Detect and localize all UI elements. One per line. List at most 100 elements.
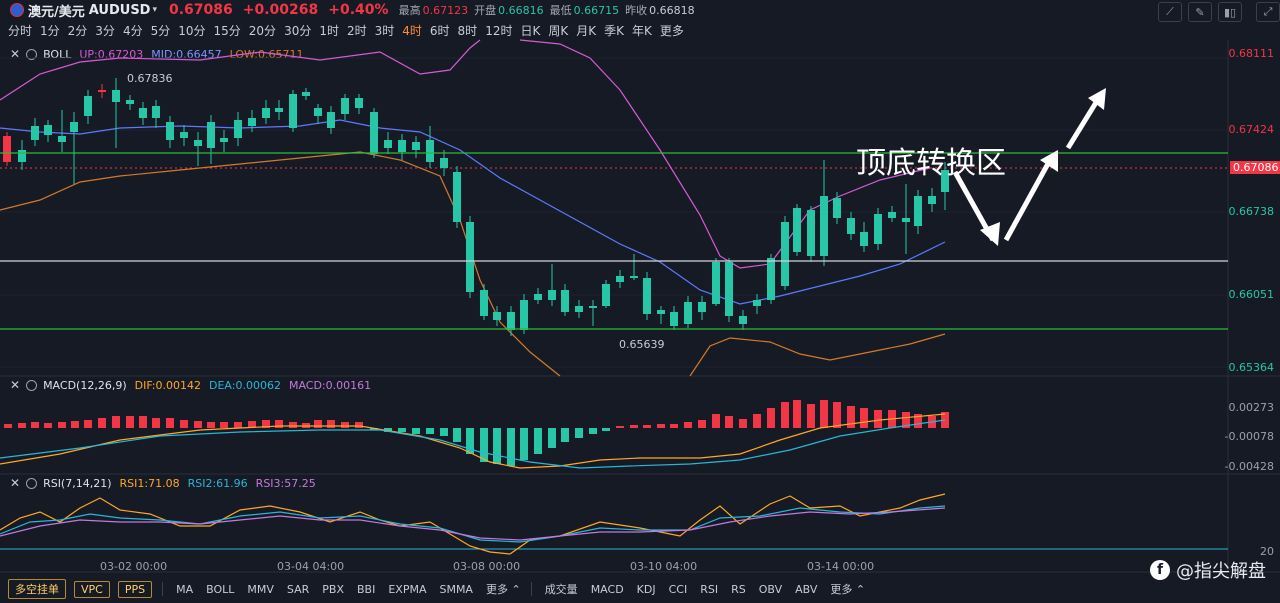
- symbol-code[interactable]: AUDUSD: [88, 2, 151, 18]
- macd-bar: [207, 422, 215, 428]
- candle-body: [480, 290, 488, 316]
- period-1[interactable]: 1分: [40, 23, 60, 38]
- period-15[interactable]: 8时: [457, 23, 478, 38]
- macd-bar: [234, 422, 242, 428]
- period-7[interactable]: 15分: [213, 23, 241, 38]
- period-22[interactable]: 更多: [659, 23, 684, 38]
- macd-bar: [712, 414, 720, 428]
- boll-name: BOLL: [43, 47, 72, 61]
- main-indicator-4[interactable]: PBX: [322, 582, 344, 596]
- main-indicator-6[interactable]: EXPMA: [388, 582, 427, 596]
- period-2[interactable]: 2分: [67, 23, 88, 38]
- period-6[interactable]: 10分: [178, 23, 206, 38]
- candle-body: [3, 136, 11, 162]
- rsi3: RSI3:57.25: [255, 476, 316, 490]
- period-21[interactable]: 年K: [631, 23, 652, 38]
- main-indicator-8[interactable]: 更多 ⌃: [485, 583, 521, 596]
- boll-settings-icon[interactable]: [26, 48, 38, 60]
- bottom-button-1[interactable]: VPC: [74, 580, 110, 598]
- period-4[interactable]: 4分: [122, 23, 143, 38]
- period-0[interactable]: 分时: [8, 23, 33, 38]
- main-indicator-7[interactable]: SMMA: [439, 582, 473, 596]
- macd-bar: [602, 428, 610, 431]
- open-label: 开盘: [474, 4, 497, 17]
- bottom-button-0[interactable]: 多空挂单: [8, 579, 66, 599]
- sub-indicator-7[interactable]: ABV: [795, 582, 818, 596]
- candle-body: [575, 306, 583, 312]
- macd-bar: [670, 424, 678, 428]
- period-5[interactable]: 5分: [150, 23, 171, 38]
- bottom-button-2[interactable]: PPS: [117, 580, 153, 598]
- macd-bar: [166, 418, 174, 428]
- macd-bar: [440, 428, 448, 436]
- period-9[interactable]: 30分: [284, 23, 312, 38]
- macd-bar: [180, 420, 188, 428]
- time-axis-label: 03-10 04:00: [630, 560, 698, 573]
- candle-body: [248, 118, 256, 126]
- candle-body: [657, 310, 665, 314]
- sub-indicator-1[interactable]: MACD: [590, 582, 624, 596]
- period-3[interactable]: 3分: [95, 23, 115, 38]
- candle-body: [327, 112, 335, 128]
- boll-lower-line-2: [689, 333, 946, 377]
- period-13[interactable]: 4时: [402, 23, 422, 38]
- sub-indicator-4[interactable]: RSI: [700, 582, 719, 596]
- period-19[interactable]: 月K: [576, 23, 597, 38]
- main-indicator-1[interactable]: BOLL: [206, 582, 235, 596]
- symbol-dropdown-icon[interactable]: ▾: [152, 5, 157, 15]
- candle-body: [453, 172, 461, 222]
- macd-bar: [630, 425, 638, 428]
- period-11[interactable]: 2时: [346, 23, 367, 38]
- macd-bar: [643, 425, 651, 428]
- boll-legend: ✕ BOLL UP:0.67203 MID:0.66457 LOW:0.6571…: [0, 46, 303, 62]
- candle-body: [152, 106, 160, 118]
- period-18[interactable]: 周K: [548, 23, 569, 38]
- period-14[interactable]: 6时: [429, 23, 450, 38]
- period-8[interactable]: 20分: [248, 23, 277, 38]
- candle-body: [341, 98, 349, 114]
- candle-body: [412, 142, 420, 150]
- drawing-tool-icon[interactable]: ⟋: [1158, 2, 1182, 22]
- macd-bar: [31, 422, 39, 428]
- candle-body: [793, 208, 801, 252]
- sub-indicator-5[interactable]: RS: [731, 582, 746, 596]
- candle-body: [670, 312, 678, 326]
- candle-body: [220, 138, 228, 142]
- pair-name[interactable]: 澳元/美元: [28, 4, 85, 20]
- candle-body: [698, 302, 706, 312]
- macd-bar: [289, 422, 297, 428]
- macd-bar: [58, 422, 66, 428]
- rsi-settings-icon[interactable]: [26, 477, 38, 489]
- sub-indicator-0[interactable]: 成交量: [544, 583, 578, 596]
- rsi-legend: ✕ RSI(7,14,21) RSI1:71.08 RSI2:61.96 RSI…: [0, 475, 316, 491]
- sub-indicator-3[interactable]: CCI: [668, 582, 688, 596]
- pen-icon[interactable]: ✎: [1188, 2, 1212, 22]
- period-17[interactable]: 日K: [520, 23, 541, 38]
- candle-body: [712, 262, 720, 304]
- candle-body: [493, 312, 501, 320]
- candle-body: [941, 170, 949, 192]
- period-16[interactable]: 12时: [485, 23, 513, 38]
- sub-indicator-8[interactable]: 更多 ⌃: [830, 583, 866, 596]
- sub-indicator-2[interactable]: KDJ: [636, 582, 656, 596]
- close-boll-icon[interactable]: ✕: [10, 47, 21, 61]
- main-indicator-0[interactable]: MA: [176, 582, 194, 596]
- main-indicator-5[interactable]: BBI: [356, 582, 376, 596]
- period-10[interactable]: 1时: [319, 23, 339, 38]
- macd-bar: [44, 423, 52, 428]
- close-rsi-icon[interactable]: ✕: [10, 476, 21, 490]
- macd-bar: [793, 400, 801, 428]
- macd-settings-icon[interactable]: [26, 379, 38, 391]
- close-macd-icon[interactable]: ✕: [10, 378, 21, 392]
- main-indicator-3[interactable]: SAR: [286, 582, 310, 596]
- price-axis-label: 0.66051: [1228, 288, 1275, 301]
- macd-bar: [426, 428, 434, 434]
- candle-style-icon[interactable]: ▮▯: [1218, 2, 1242, 22]
- macd-bar: [384, 428, 392, 432]
- sub-indicator-6[interactable]: OBV: [758, 582, 783, 596]
- period-20[interactable]: 季K: [604, 23, 624, 38]
- candle-body: [262, 108, 270, 118]
- main-indicator-2[interactable]: MMV: [247, 582, 274, 596]
- period-12[interactable]: 3时: [374, 23, 395, 38]
